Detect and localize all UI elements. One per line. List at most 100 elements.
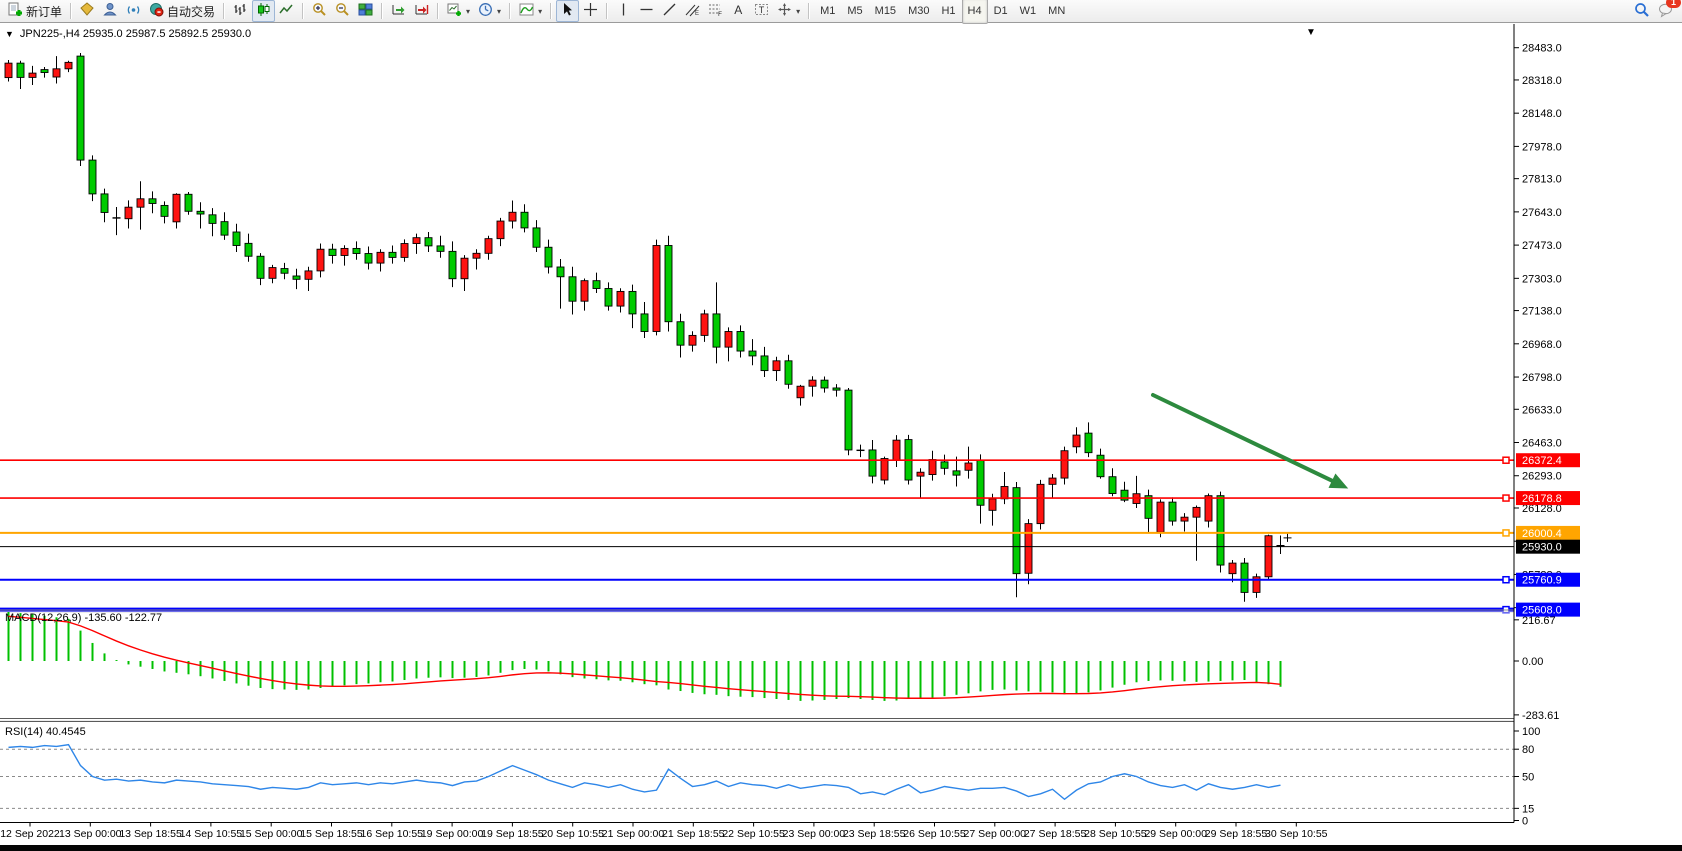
axis-price-label: 25760.9 xyxy=(1516,572,1580,587)
svg-text:23 Sep 00:00: 23 Sep 00:00 xyxy=(783,828,846,840)
tf-m5-button[interactable]: M5 xyxy=(847,5,863,17)
last-bar-cross xyxy=(1283,533,1292,542)
chevron-down-icon[interactable]: ▾ xyxy=(796,6,801,16)
fibonacci-button[interactable]: F xyxy=(704,0,727,22)
svg-text:100: 100 xyxy=(1522,726,1540,738)
horizontal-line-button[interactable] xyxy=(635,0,658,22)
svg-text:26178.8: 26178.8 xyxy=(1522,493,1562,505)
tf-m1-button[interactable]: M1 xyxy=(820,5,836,17)
tf-mn-button[interactable]: MN xyxy=(1048,5,1066,17)
signal-icon xyxy=(127,6,140,14)
rsi-name: RSI(14) xyxy=(5,726,43,738)
svg-text:28 Sep 10:55: 28 Sep 10:55 xyxy=(1084,828,1147,840)
tf-m15-button[interactable]: M15 xyxy=(874,5,897,17)
svg-text:23 Sep 18:55: 23 Sep 18:55 xyxy=(843,828,906,840)
crosshair-button[interactable] xyxy=(579,0,602,22)
new-order-icon xyxy=(8,2,22,16)
search-button[interactable] xyxy=(1630,0,1654,22)
chevron-down-icon[interactable]: ▾ xyxy=(466,6,471,16)
svg-text:19 Sep 00:00: 19 Sep 00:00 xyxy=(421,828,484,840)
autotrade-button[interactable]: 自动交易 xyxy=(145,0,219,22)
tile-windows-button[interactable] xyxy=(354,0,377,22)
svg-text:21 Sep 18:55: 21 Sep 18:55 xyxy=(662,828,725,840)
bar-chart-icon xyxy=(234,4,246,15)
svg-text:T: T xyxy=(759,5,765,15)
chevron-down-icon[interactable]: ▼ xyxy=(5,29,14,39)
window-bottom-edge xyxy=(0,845,1682,851)
tf-h1-button[interactable]: H1 xyxy=(941,5,956,17)
vertical-line-button[interactable] xyxy=(612,0,635,22)
svg-text:26463.0: 26463.0 xyxy=(1522,438,1562,450)
svg-text:26128.0: 26128.0 xyxy=(1522,503,1562,515)
rsi-indicator xyxy=(0,743,1514,809)
chevron-down-icon[interactable]: ▾ xyxy=(538,6,543,16)
chat-button[interactable]: 1 xyxy=(1654,0,1681,22)
axis-price-label: 25930.0 xyxy=(1516,539,1580,554)
tf-d1-button[interactable]: D1 xyxy=(993,5,1008,17)
svg-text:26372.4: 26372.4 xyxy=(1522,455,1562,467)
zoom-in-button[interactable] xyxy=(308,0,331,22)
svg-text:15: 15 xyxy=(1522,803,1534,815)
candlestick-chart-button[interactable] xyxy=(252,0,276,22)
chart-shift-button[interactable] xyxy=(410,0,433,22)
shapes-button[interactable]: ▾ xyxy=(773,0,804,22)
svg-text:27 Sep 18:55: 27 Sep 18:55 xyxy=(1024,828,1087,840)
hline-26372.4[interactable] xyxy=(0,456,1514,464)
cursor-icon xyxy=(564,3,573,16)
shapes-icon xyxy=(778,3,792,16)
indicators-icon xyxy=(519,3,534,16)
chart-shift-icon xyxy=(415,5,429,15)
toolbar-separator xyxy=(70,3,73,19)
svg-text:28483.0: 28483.0 xyxy=(1522,43,1562,55)
zoom-out-button[interactable] xyxy=(331,0,354,22)
svg-text:27138.0: 27138.0 xyxy=(1522,306,1562,318)
new-chart-button[interactable]: ▾ xyxy=(443,0,474,22)
svg-text:25930.0: 25930.0 xyxy=(1522,542,1562,554)
tf-h4-button[interactable]: H4 xyxy=(961,0,988,24)
equidistant-channel-button[interactable]: E xyxy=(681,0,704,22)
trendline-button[interactable] xyxy=(658,0,681,22)
svg-text:26000.4: 26000.4 xyxy=(1522,528,1562,540)
svg-text:29 Sep 00:00: 29 Sep 00:00 xyxy=(1144,828,1207,840)
new-order-button[interactable]: 新订单 xyxy=(4,0,66,22)
hline-26178.8[interactable] xyxy=(0,494,1514,502)
text-button[interactable]: A xyxy=(727,0,750,22)
navigator-button[interactable] xyxy=(99,0,122,22)
market-watch-button[interactable] xyxy=(76,0,99,22)
svg-text:15 Sep 00:00: 15 Sep 00:00 xyxy=(240,828,303,840)
svg-text:21 Sep 00:00: 21 Sep 00:00 xyxy=(602,828,665,840)
symbol-ohlc-text: JPN225-,H4 25935.0 25987.5 25892.5 25930… xyxy=(19,28,252,40)
indicators-button[interactable]: ▾ xyxy=(515,0,546,22)
svg-text:15 Sep 18:55: 15 Sep 18:55 xyxy=(300,828,363,840)
bar-position-marker: ▼ xyxy=(1306,27,1316,38)
cursor-button[interactable] xyxy=(556,0,580,22)
rsi-value: 40.4545 xyxy=(45,726,86,738)
bar-chart-button[interactable] xyxy=(229,0,252,22)
chevron-down-icon[interactable]: ▾ xyxy=(497,6,502,16)
auto-scroll-button[interactable] xyxy=(387,0,410,22)
tf-w1-button[interactable]: W1 xyxy=(1019,5,1037,17)
profiles-button[interactable]: ▾ xyxy=(474,0,505,22)
signals-button[interactable] xyxy=(122,0,145,22)
svg-text:25760.9: 25760.9 xyxy=(1522,575,1562,587)
candlestick-icon xyxy=(258,3,270,16)
svg-text:26293.0: 26293.0 xyxy=(1522,471,1562,483)
toolbar-separator xyxy=(223,3,226,19)
tf-m30-button[interactable]: M30 xyxy=(908,5,930,17)
line-chart-button[interactable] xyxy=(275,0,298,22)
text-label-button[interactable]: T xyxy=(750,0,773,22)
toolbar: 新订单 自动交易 ▾ ▾ ▾ E F A T ▾ M1 M5 M15 M30 H1 H4 D1 W1 MN 1 xyxy=(0,0,1682,24)
macd-value-main: -135.60 xyxy=(84,612,122,624)
hline-26000.4[interactable] xyxy=(0,529,1514,537)
trend-arrow-annotation[interactable] xyxy=(1151,393,1349,489)
hline-25760.9[interactable] xyxy=(0,575,1514,584)
market-watch-icon xyxy=(80,2,94,16)
svg-text:26633.0: 26633.0 xyxy=(1522,404,1562,416)
trendline-icon xyxy=(663,3,676,16)
svg-text:0.00: 0.00 xyxy=(1522,656,1543,668)
new-chart-icon xyxy=(447,3,462,16)
axis-price-label: 25608.0 xyxy=(1516,602,1580,617)
